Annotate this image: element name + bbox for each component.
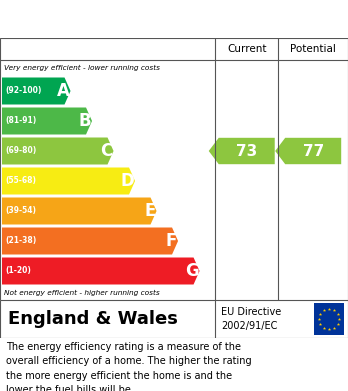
Polygon shape: [2, 138, 113, 165]
Text: Not energy efficient - higher running costs: Not energy efficient - higher running co…: [4, 290, 160, 296]
Polygon shape: [2, 228, 178, 255]
Text: Potential: Potential: [290, 44, 336, 54]
Bar: [314, 303, 344, 335]
Text: C: C: [100, 142, 112, 160]
Text: F: F: [166, 232, 177, 250]
Text: (1-20): (1-20): [5, 267, 31, 276]
Text: Very energy efficient - lower running costs: Very energy efficient - lower running co…: [4, 65, 160, 71]
Text: B: B: [78, 112, 91, 130]
Polygon shape: [2, 258, 199, 285]
Text: England & Wales: England & Wales: [8, 310, 178, 328]
Text: Energy Efficiency Rating: Energy Efficiency Rating: [8, 10, 238, 28]
Text: D: D: [120, 172, 134, 190]
Polygon shape: [2, 197, 157, 224]
Text: (39-54): (39-54): [5, 206, 36, 215]
Text: (81-91): (81-91): [5, 117, 36, 126]
Text: EU Directive
2002/91/EC: EU Directive 2002/91/EC: [221, 307, 281, 331]
Text: 77: 77: [302, 143, 324, 158]
Text: A: A: [57, 82, 70, 100]
Text: (21-38): (21-38): [5, 237, 36, 246]
Text: G: G: [185, 262, 199, 280]
Polygon shape: [209, 138, 275, 164]
Text: E: E: [144, 202, 156, 220]
Text: (55-68): (55-68): [5, 176, 36, 185]
Polygon shape: [275, 138, 341, 164]
Text: The energy efficiency rating is a measure of the
overall efficiency of a home. T: The energy efficiency rating is a measur…: [6, 342, 252, 391]
Text: (69-80): (69-80): [5, 147, 36, 156]
Text: Current: Current: [227, 44, 267, 54]
Polygon shape: [2, 108, 92, 135]
Polygon shape: [2, 77, 71, 104]
Text: 73: 73: [236, 143, 258, 158]
Polygon shape: [2, 167, 135, 194]
Text: (92-100): (92-100): [5, 86, 41, 95]
